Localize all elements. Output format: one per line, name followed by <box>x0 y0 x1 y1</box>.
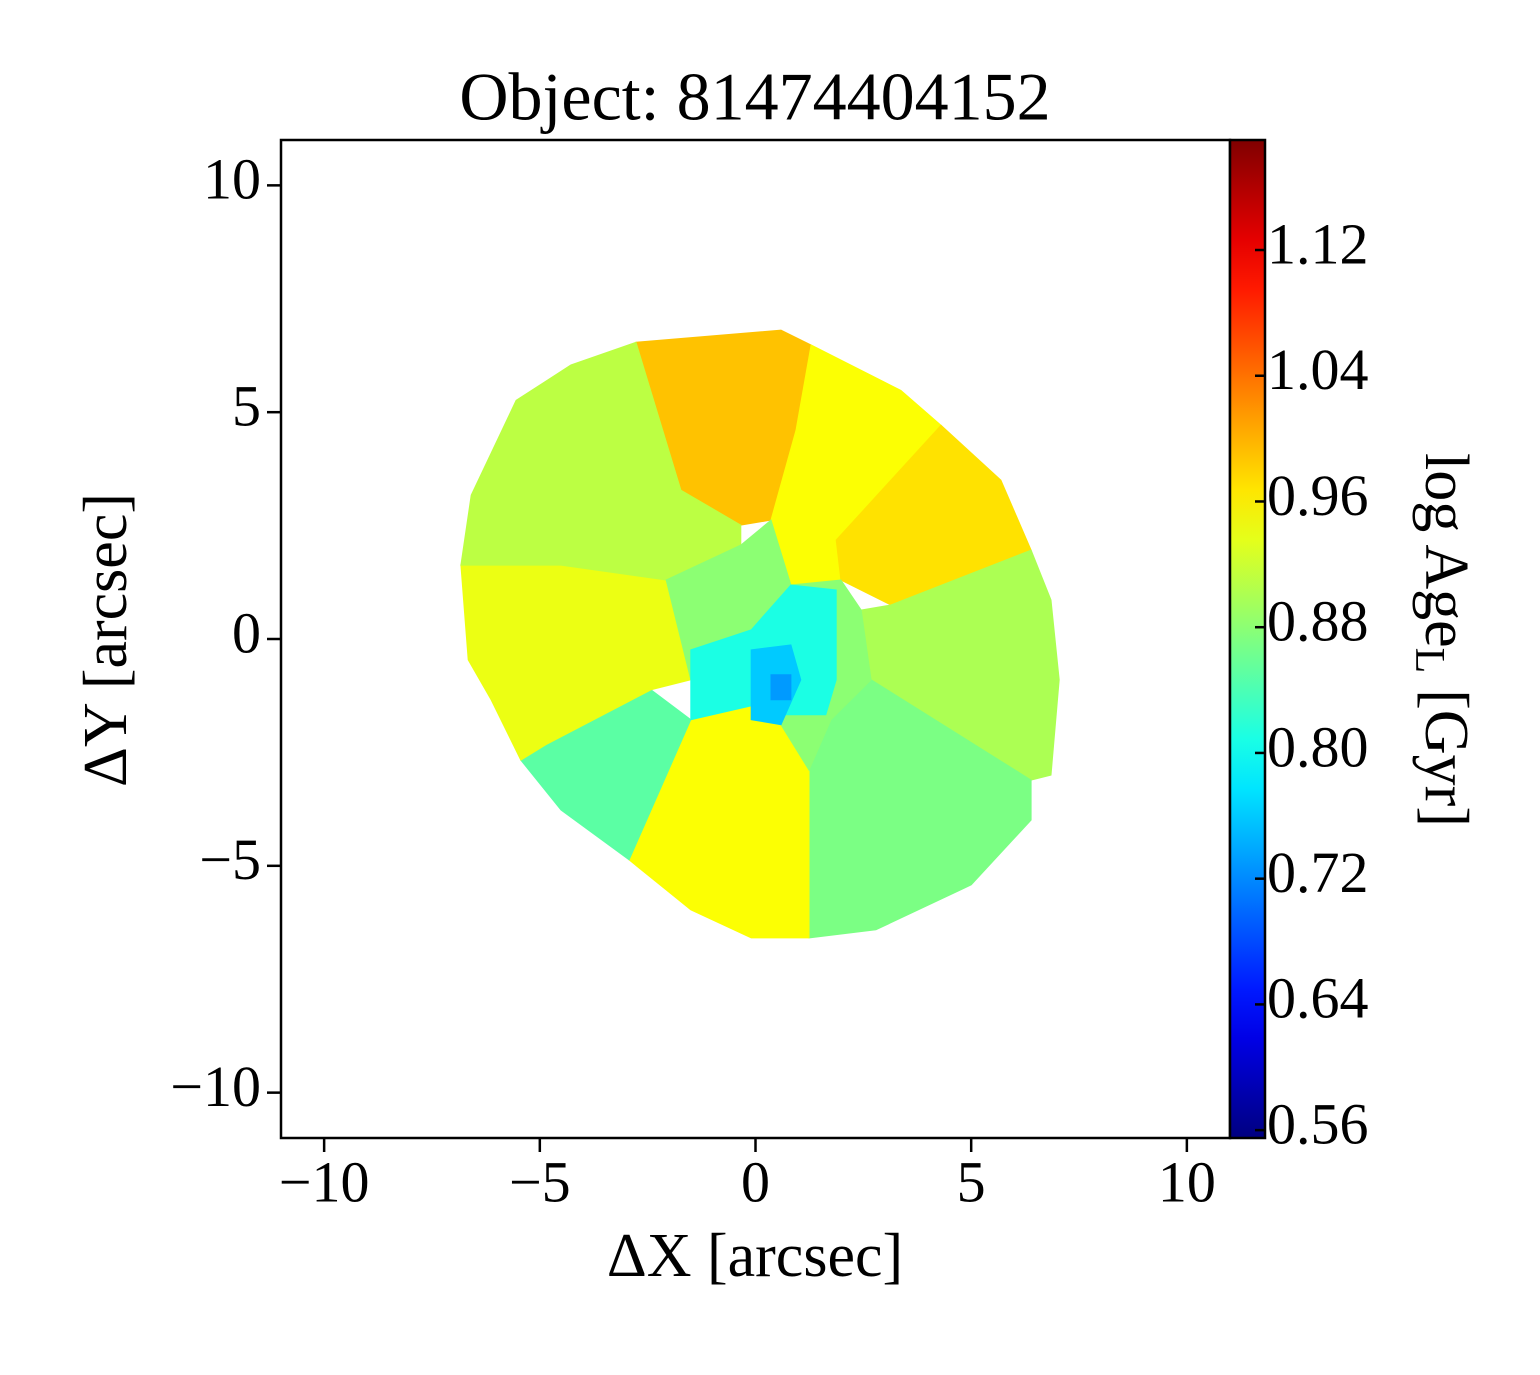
x-tick-label: 10 <box>1158 1149 1216 1214</box>
colorbar-tick-label: 0.64 <box>1267 966 1369 1031</box>
y-tick-label: 10 <box>203 147 261 212</box>
region <box>460 341 742 581</box>
y-tick-label: 0 <box>232 600 261 665</box>
x-tick-label: −10 <box>279 1149 370 1214</box>
colorbar-tick-label: 0.56 <box>1267 1091 1369 1156</box>
y-axis-label: ΔY [arcsec] <box>72 493 140 787</box>
chart-title: Object: 81474404152 <box>459 59 1050 135</box>
colorbar-tick-label: 0.88 <box>1267 589 1369 654</box>
colorbar-label-main: log Age <box>1412 453 1480 648</box>
colorbar-tick-label: 1.04 <box>1267 337 1369 402</box>
x-tick-label: −5 <box>509 1149 571 1214</box>
x-tick-label: 5 <box>957 1149 986 1214</box>
colorbar-label-subscript: L <box>1406 648 1452 674</box>
colorbar-tick-label: 1.12 <box>1267 211 1369 276</box>
colorbar-tick-label: 0.72 <box>1267 840 1369 905</box>
y-tick-label: −5 <box>199 827 261 892</box>
x-tick-label: 0 <box>741 1149 770 1214</box>
colorbar-label-unit: [Gyr] <box>1412 689 1480 827</box>
y-tick-label: 5 <box>232 373 261 438</box>
region <box>770 674 792 701</box>
y-tick-label: −10 <box>170 1054 261 1119</box>
colorbar-label: log AgeL [Gyr] <box>1406 453 1479 827</box>
colorbar-tick-label: 0.96 <box>1267 463 1369 528</box>
colorbar <box>1228 138 1267 1140</box>
colorbar-tick-label: 0.80 <box>1267 714 1369 779</box>
x-axis-label: ΔX [arcsec] <box>607 1222 903 1290</box>
